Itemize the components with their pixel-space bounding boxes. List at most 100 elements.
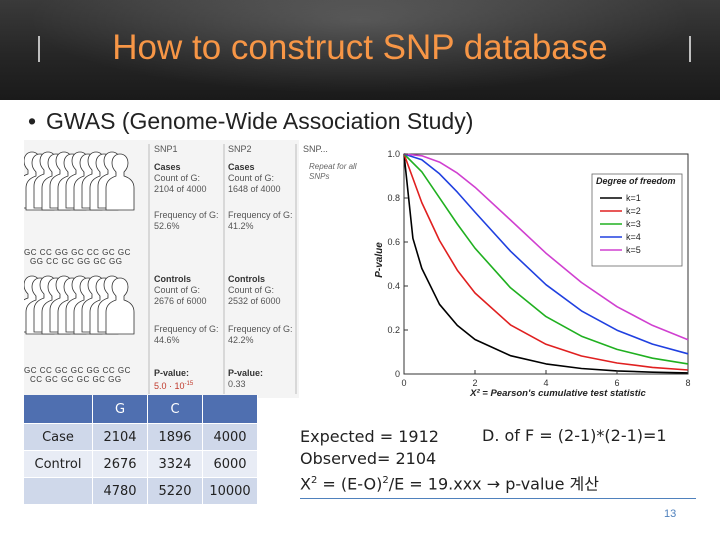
table-cell: 10000 [202,477,258,505]
series-line-k=1 [403,153,689,374]
bullet-text: GWAS (Genome-Wide Association Study) [46,108,474,134]
controls-count-snp1: 2676 of 6000 [154,296,207,306]
snp1-header: SNP1 [154,144,178,154]
contingency-table: G C Case 2104 1896 4000 Control 2676 332… [24,395,258,505]
chi-part-b: = (E-O) [317,474,383,494]
genotypes-controls-1: GC CC GC GC GG CC GC [24,366,131,375]
y-tick-label: 0.2 [387,325,400,335]
cases-freq-snp1: 52.6% [154,221,180,231]
controls-freq-snp1: 44.6% [154,335,180,345]
pvalue-chart: 0 2 4 6 8 0 0.2 0.4 0.6 0.8 1.0 Degree of freedom k… [368,140,694,402]
controls-count-label-snp1: Count of G: [154,285,201,295]
cases-label-snp1: Cases [154,162,181,172]
title-left-rule [38,36,40,62]
series-line-k=5 [403,153,689,341]
table-cell: 6000 [202,450,258,478]
chi-x: X [300,474,311,494]
chi-square-line: X2 = (E-O)2/E = 19.xxx → p-value 계산 [300,470,599,495]
silhouette-group [24,151,135,335]
chi-sup2: 2 [382,475,389,486]
pvalue-snp1-base: 5.0 · 10 [154,381,185,391]
series-line-k=3 [403,153,689,365]
series-line-k=4 [403,153,689,355]
cases-freq-label-snp2: Frequency of G: [228,210,293,220]
arrow-right-icon: → [486,474,501,494]
table-cell: 4780 [92,477,148,505]
legend-entry: k=4 [626,232,641,242]
chi-part-d: p-value 계산 [500,474,599,494]
table-cell: Case [24,423,93,451]
title-right-rule [689,36,691,62]
gwas-figure: GC CC GG GC CC GC GC GG CC GC GG GC GG G… [24,140,299,398]
legend-entry: k=5 [626,245,641,255]
pvalue-snp1-exponent: -15 [184,381,194,387]
genotypes-cases-1: GC CC GG GC CC GC GC [24,248,131,257]
footer-line [300,498,696,499]
degrees-of-freedom: D. of F = (2-1)*(2-1)=1 [482,426,667,445]
table-header-cell: C [147,395,203,424]
legend-entry: k=1 [626,193,641,203]
expected-line: Expected = 1912 [300,427,439,446]
x-tick-label: 6 [614,378,619,388]
cases-freq-label-snp1: Frequency of G: [154,210,219,220]
cases-count-snp2: 1648 of 4000 [228,184,281,194]
series-line-k=2 [403,153,689,371]
slide-title: How to construct SNP database [112,28,608,67]
chart-ylabel: P-value [374,242,385,278]
repeat-note: Repeat for all SNPs [309,162,357,182]
table-header-cell: G [92,395,148,424]
title-band-shine [0,0,720,100]
cases-count-label-snp2: Count of G: [228,173,275,183]
bullet-item: • GWAS (Genome-Wide Association Study) [28,108,473,135]
pvalue-chart-svg: 0 2 4 6 8 0 0.2 0.4 0.6 0.8 1.0 Degree of freedom k… [374,149,691,399]
table-row: Control 2676 3324 6000 [24,450,258,478]
y-tick-label: 0.6 [387,237,400,247]
controls-freq-label-snp1: Frequency of G: [154,324,219,334]
table-cell: 2676 [92,450,148,478]
table-cell: 3324 [147,450,203,478]
y-tick-label: 1.0 [387,149,400,159]
table-cell: Control [24,450,93,478]
controls-label-snp1: Controls [154,274,191,284]
pvalue-snp2: 0.33 [228,379,246,389]
x-tick-label: 8 [685,378,690,388]
chart-xlabel: X² = Pearson's cumulative test statistic [469,388,646,399]
cases-count-snp1: 2104 of 4000 [154,184,207,194]
table-row: 4780 5220 10000 [24,477,258,505]
y-tick-label: 0.8 [387,193,400,203]
legend-entry: k=2 [626,206,641,216]
controls-label-snp2: Controls [228,274,265,284]
people-silhouettes [24,144,297,394]
legend-entry: k=3 [626,219,641,229]
cases-label-snp2: Cases [228,162,255,172]
controls-count-snp2: 2532 of 6000 [228,296,281,306]
snp2-header: SNP2 [228,144,252,154]
table-header-cell [24,395,93,424]
chart-legend: Degree of freedom k=1 k=2 k=3 k=4 k=5 [591,173,683,267]
chi-part-c: /E = 19.xxx [388,474,487,494]
table-cell: 2104 [92,423,148,451]
chart-ticks: 0 2 4 6 8 0 0.2 0.4 0.6 0.8 1.0 [387,149,690,388]
table-row: Case 2104 1896 4000 [24,423,258,451]
table-cell: 5220 [147,477,203,505]
x-tick-label: 4 [543,378,548,388]
bullet-dot: • [28,108,37,134]
x-tick-label: 0 [401,378,406,388]
table-cell: 4000 [202,423,258,451]
observed-line: Observed= 2104 [300,449,437,468]
pvalue-snp1: 5.0 · 10-15 [154,379,193,392]
calculation-block: Expected = 1912 Observed= 2104 X2 = (E-O… [300,426,599,495]
table-cell [24,477,93,505]
y-tick-label: 0 [395,369,400,379]
genotypes-cases-2: GG CC GC GG GC GG [30,257,123,266]
table-header-cell [202,395,258,424]
x-tick-label: 2 [472,378,477,388]
chi-sup: 2 [310,475,318,486]
controls-count-label-snp2: Count of G: [228,285,275,295]
snp-more-header: SNP... [303,144,328,154]
controls-freq-label-snp2: Frequency of G: [228,324,293,334]
table-header-row: G C [24,395,258,424]
repeat-note-line-2: SNPs [309,172,330,181]
cases-count-label-snp1: Count of G: [154,173,201,183]
cases-freq-snp2: 41.2% [228,221,254,231]
